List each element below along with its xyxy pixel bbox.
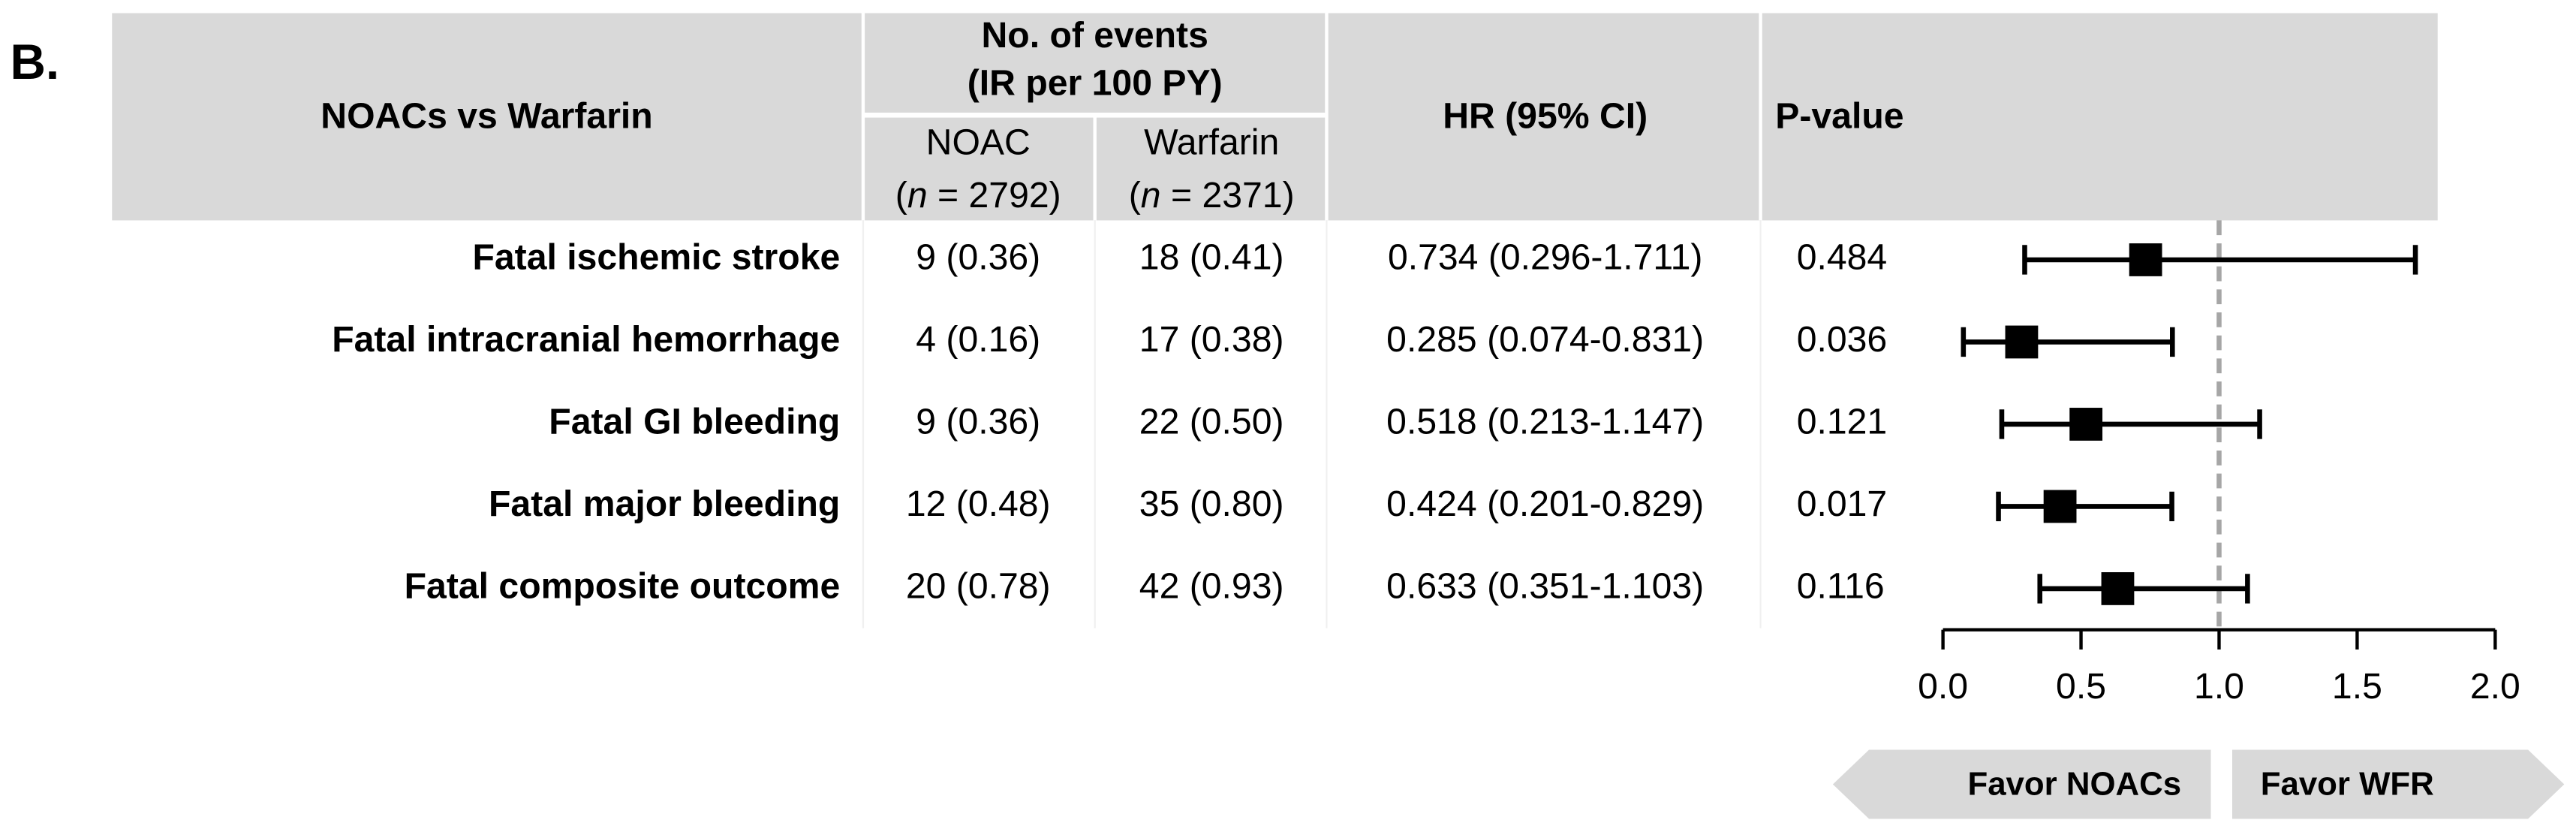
warfarin-events: 42 (0.93)	[1139, 566, 1284, 607]
x-tick-label: 0.5	[2056, 666, 2106, 707]
warfarin-events: 35 (0.80)	[1139, 484, 1284, 524]
warfarin-events: 18 (0.41)	[1139, 237, 1284, 278]
hr-point	[2069, 408, 2103, 441]
p-value: 0.116	[1797, 566, 1885, 607]
hr-point	[2129, 243, 2162, 276]
noac-events: 12 (0.48)	[906, 484, 1051, 524]
p-value: 0.036	[1797, 319, 1888, 360]
header-noac: NOAC	[926, 122, 1031, 162]
warfarin-events: 17 (0.38)	[1139, 319, 1284, 360]
header-warfarin: (n = 2371)	[1129, 174, 1295, 215]
row-label: Fatal intracranial hemorrhage	[332, 319, 840, 360]
x-tick-label: 1.0	[2194, 666, 2244, 707]
header-hr: HR (95% CI)	[1443, 95, 1648, 136]
header-events: No. of events	[982, 15, 1208, 56]
p-value: 0.017	[1797, 484, 1888, 524]
row-label: Fatal composite outcome	[405, 566, 841, 607]
hr-ci: 0.518 (0.213-1.147)	[1386, 402, 1704, 442]
favor-arrow-right	[2231, 749, 2565, 819]
noac-events: 4 (0.16)	[916, 319, 1040, 360]
x-tick-label: 0.0	[1918, 666, 1968, 707]
favor-label: Favor NOACs	[1967, 765, 2181, 802]
header-p: P-value	[1775, 95, 1903, 136]
header-noac: (n = 2792)	[895, 174, 1061, 215]
noac-events: 9 (0.36)	[916, 402, 1040, 442]
noac-events: 9 (0.36)	[916, 237, 1040, 278]
hr-ci: 0.285 (0.074-0.831)	[1386, 319, 1704, 360]
row-label: Fatal ischemic stroke	[472, 237, 840, 278]
x-tick-label: 1.5	[2332, 666, 2382, 707]
favor-label: Favor WFR	[2261, 765, 2434, 802]
row-label: Fatal major bleeding	[489, 484, 840, 524]
hr-point	[2043, 490, 2077, 523]
row-label: Fatal GI bleeding	[549, 402, 840, 442]
header-events: (IR per 100 PY)	[968, 63, 1223, 104]
hr-ci: 0.424 (0.201-0.829)	[1386, 484, 1704, 524]
header-title: NOACs vs Warfarin	[320, 95, 652, 136]
p-value: 0.121	[1797, 402, 1888, 442]
hr-ci: 0.633 (0.351-1.103)	[1386, 566, 1704, 607]
hr-point	[2101, 572, 2135, 605]
noac-events: 20 (0.78)	[906, 566, 1051, 607]
warfarin-events: 22 (0.50)	[1139, 402, 1284, 442]
hr-point	[2005, 325, 2039, 359]
p-value: 0.484	[1797, 237, 1888, 278]
hr-ci: 0.734 (0.296-1.711)	[1388, 237, 1702, 278]
header-warfarin: Warfarin	[1144, 122, 1279, 162]
panel-label: B.	[10, 35, 59, 89]
x-tick-label: 2.0	[2470, 666, 2520, 707]
favor-arrow-left	[1832, 749, 2211, 819]
